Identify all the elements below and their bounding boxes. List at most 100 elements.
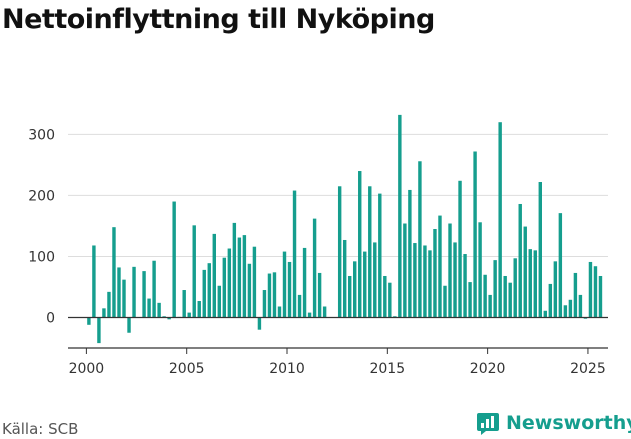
bar bbox=[297, 294, 302, 318]
bar bbox=[342, 239, 347, 318]
y-tick-label: 300 bbox=[28, 127, 55, 143]
y-tick-label: 0 bbox=[46, 310, 55, 326]
newsworthy-logo-icon bbox=[477, 413, 499, 435]
bar bbox=[92, 245, 96, 318]
bar bbox=[543, 310, 548, 318]
bar bbox=[353, 261, 357, 318]
bar bbox=[468, 282, 472, 318]
bar bbox=[307, 312, 312, 318]
bar bbox=[347, 275, 352, 318]
bar bbox=[358, 171, 362, 318]
bar bbox=[438, 215, 442, 318]
bar-layer bbox=[87, 114, 603, 344]
bar bbox=[247, 263, 252, 318]
bar bbox=[493, 260, 497, 318]
bar bbox=[112, 227, 116, 318]
bar bbox=[337, 186, 342, 318]
bar bbox=[538, 182, 542, 318]
bar bbox=[132, 266, 136, 318]
bar bbox=[232, 222, 237, 318]
y-tick-label: 200 bbox=[28, 188, 55, 204]
x-tick-label: 2020 bbox=[470, 361, 506, 377]
bar bbox=[147, 298, 151, 318]
bar bbox=[463, 254, 467, 318]
bar bbox=[182, 290, 186, 318]
bar bbox=[282, 251, 287, 318]
bar bbox=[277, 306, 282, 318]
bar bbox=[222, 257, 227, 318]
bar bbox=[558, 213, 563, 318]
bar bbox=[563, 305, 568, 318]
bar bbox=[117, 267, 121, 318]
bar bbox=[167, 317, 171, 320]
bar bbox=[368, 186, 372, 318]
bar bbox=[252, 246, 257, 318]
bar bbox=[523, 226, 527, 318]
bar bbox=[423, 245, 427, 318]
bar bbox=[142, 271, 146, 318]
bar bbox=[322, 306, 327, 318]
bar bbox=[433, 229, 437, 318]
bar bbox=[548, 283, 553, 318]
bar bbox=[197, 301, 201, 318]
bar bbox=[262, 290, 267, 318]
bar bbox=[428, 250, 432, 318]
y-tick-label: 100 bbox=[28, 249, 55, 265]
bar bbox=[312, 218, 317, 318]
bar bbox=[317, 272, 322, 318]
axis-layer: 0 100 200 300 2000 2005 2010 2015 2020 2025 bbox=[28, 127, 608, 377]
bar bbox=[237, 237, 242, 318]
bar bbox=[212, 233, 216, 318]
bar bbox=[127, 317, 131, 333]
bar bbox=[287, 261, 292, 318]
bar bbox=[488, 294, 492, 318]
bar bbox=[498, 122, 502, 318]
bar bbox=[568, 299, 573, 318]
bar bbox=[518, 203, 522, 318]
bar bbox=[503, 275, 507, 318]
bar bbox=[528, 249, 532, 318]
bar bbox=[373, 242, 377, 318]
x-tick-label: 2010 bbox=[269, 361, 305, 377]
bar bbox=[398, 114, 402, 318]
bar bbox=[388, 282, 392, 318]
bar bbox=[578, 294, 583, 318]
bar bbox=[87, 317, 91, 325]
bar bbox=[403, 223, 407, 318]
bar bbox=[418, 161, 422, 318]
bar bbox=[573, 272, 578, 318]
bar bbox=[107, 291, 111, 318]
bar bbox=[272, 272, 277, 318]
x-tick-label: 2015 bbox=[369, 361, 405, 377]
x-tick-label: 2005 bbox=[169, 361, 205, 377]
bar bbox=[533, 250, 537, 318]
bar bbox=[152, 260, 156, 318]
bar bbox=[458, 180, 462, 318]
brand[interactable]: Newsworthy bbox=[476, 408, 631, 438]
bar bbox=[508, 282, 512, 318]
bar bbox=[192, 225, 196, 318]
bar bbox=[302, 247, 307, 318]
x-tick-label: 2000 bbox=[69, 361, 105, 377]
bar bbox=[97, 317, 101, 344]
bar bbox=[408, 189, 412, 318]
bar bbox=[157, 302, 161, 318]
bar bbox=[363, 251, 367, 318]
bar bbox=[473, 151, 477, 318]
bar bbox=[267, 273, 272, 318]
bar bbox=[292, 190, 297, 318]
x-tick-label: 2025 bbox=[570, 361, 606, 377]
bar bbox=[478, 222, 482, 318]
source-label: Källa: SCB bbox=[2, 420, 79, 438]
bar bbox=[453, 242, 457, 318]
brand-name: Newsworthy bbox=[506, 412, 631, 434]
bar bbox=[593, 266, 598, 318]
bar bbox=[187, 312, 191, 318]
bar bbox=[257, 317, 262, 330]
bar bbox=[227, 248, 232, 318]
bar bbox=[242, 235, 247, 318]
bar bbox=[598, 275, 603, 318]
bar bbox=[122, 279, 126, 318]
bar bbox=[172, 201, 176, 318]
bar bbox=[102, 308, 106, 318]
